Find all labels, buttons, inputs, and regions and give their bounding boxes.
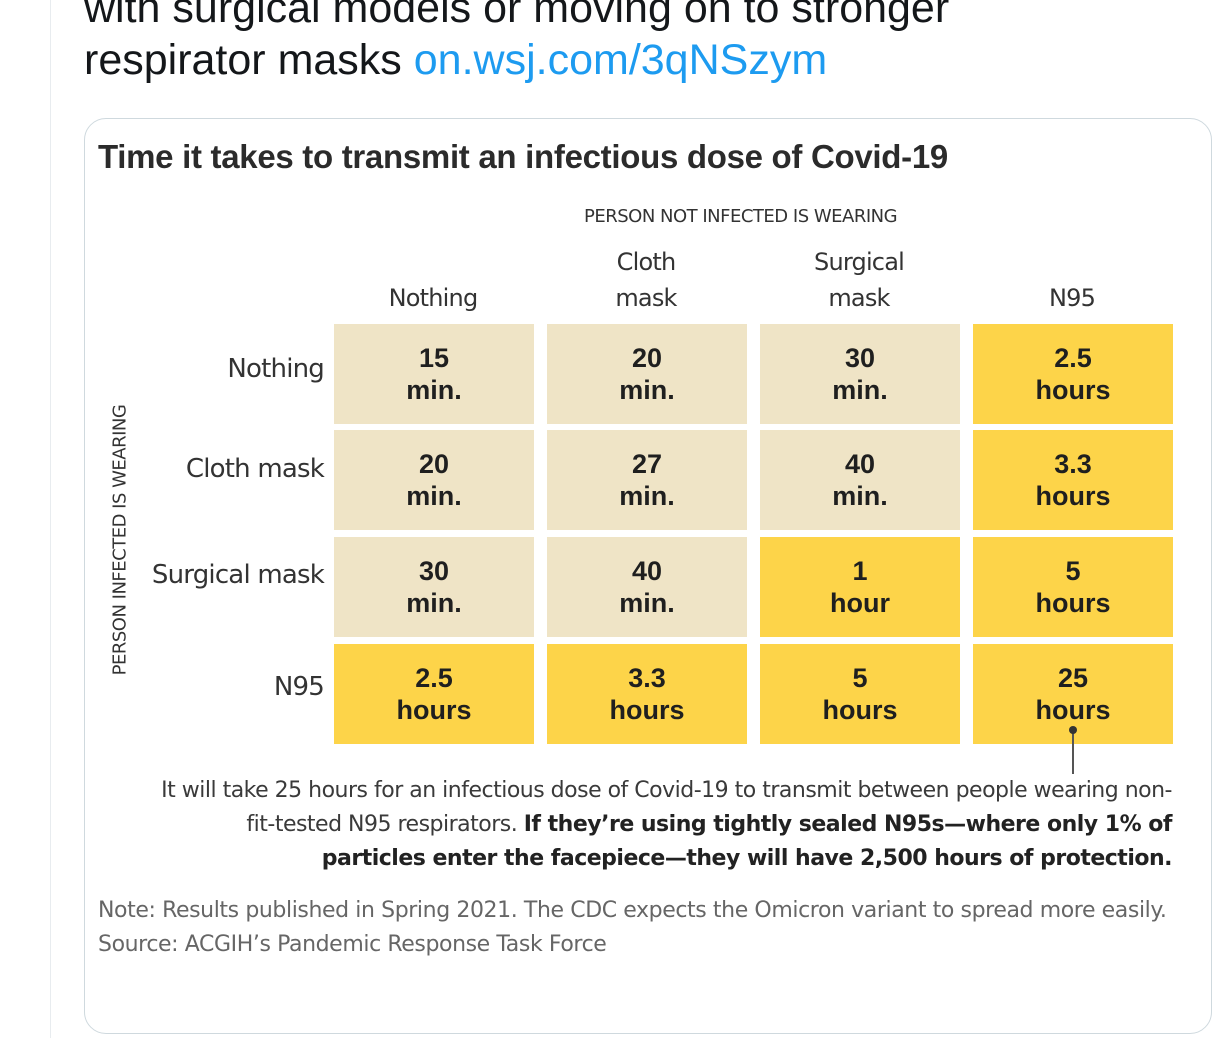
table-cell: 30 min. [334, 537, 534, 637]
cell-value: 30 min. [832, 343, 888, 405]
annotation-pointer-dot [1069, 726, 1077, 734]
cell-value: 3.3 hours [609, 663, 685, 725]
table-cell: 20 min. [547, 324, 747, 424]
chart-source: Source: ACGIH’s Pandemic Response Task F… [98, 932, 607, 957]
table-cell: 3.3 hours [973, 430, 1173, 530]
column-header-n95: N95 [1048, 284, 1096, 312]
article-link[interactable]: on.wsj.com/3qNSzym [413, 36, 828, 84]
table-cell: 40 min. [760, 430, 960, 530]
chart-annotation: It will take 25 hours for an infectious … [150, 774, 1172, 876]
cell-value: 15 min. [406, 343, 462, 405]
column-group-label: PERSON NOT INFECTED IS WEARING [584, 206, 898, 227]
cell-value: 5 hours [1035, 556, 1111, 618]
cell-value: 25 hours [1035, 663, 1111, 725]
table-cell: 2.5 hours [973, 324, 1173, 424]
chart-title: Time it takes to transmit an infectious … [98, 138, 948, 175]
cell-value: 27 min. [619, 449, 675, 511]
table-cell: 27 min. [547, 430, 747, 530]
cell-value: 20 min. [406, 449, 462, 511]
row-header-nothing: Nothing [227, 354, 324, 384]
cell-value: 40 min. [619, 556, 675, 618]
chart-note: Note: Results published in Spring 2021. … [98, 898, 1167, 923]
table-cell: 3.3 hours [547, 644, 747, 744]
chart-footnote: Note: Results published in Spring 2021. … [98, 894, 1178, 962]
table-cell: 40 min. [547, 537, 747, 637]
cell-value: 1 hour [830, 556, 890, 618]
table-cell: 15 min. [334, 324, 534, 424]
annotation-bold-text: If they’re using tightly sealed N95s—whe… [321, 812, 1173, 871]
cell-value: 2.5 hours [396, 663, 472, 725]
table-cell: 30 min. [760, 324, 960, 424]
timeline-divider [50, 0, 51, 1038]
tweet-text-line-2: respirator masks on.wsj.com/3qNSzym [84, 34, 1184, 86]
cell-value: 2.5 hours [1035, 343, 1111, 405]
row-header-surgical-mask: Surgical mask [151, 560, 325, 590]
table-cell: 5 hours [760, 644, 960, 744]
column-header-cloth-mask: Cloth mask [615, 248, 677, 312]
cell-value: 30 min. [406, 556, 462, 618]
table-cell: 5 hours [973, 537, 1173, 637]
row-group-label-text: PERSON INFECTED IS WEARING [109, 404, 131, 676]
cell-value: 5 hours [822, 663, 898, 725]
cell-value: 20 min. [619, 343, 675, 405]
column-header-surgical-mask: Surgical mask [814, 248, 905, 312]
tweet-text-line-1: with surgical models or moving on to str… [84, 0, 950, 32]
tweet-text-line-2-text: respirator masks [84, 36, 402, 84]
annotation-pointer-line [1072, 728, 1074, 774]
table-cell: 20 min. [334, 430, 534, 530]
row-header-cloth-mask: Cloth mask [185, 454, 325, 484]
cell-value: 3.3 hours [1035, 449, 1111, 511]
table-cell: 2.5 hours [334, 644, 534, 744]
annotation-plain-text: It will take 25 hours for an infectious … [161, 778, 1172, 837]
row-header-n95: N95 [273, 672, 325, 702]
cell-value: 40 min. [832, 449, 888, 511]
table-cell: 1 hour [760, 537, 960, 637]
column-header-nothing: Nothing [388, 284, 479, 312]
tweet-text: with surgical models or moving on to str… [84, 0, 1184, 86]
